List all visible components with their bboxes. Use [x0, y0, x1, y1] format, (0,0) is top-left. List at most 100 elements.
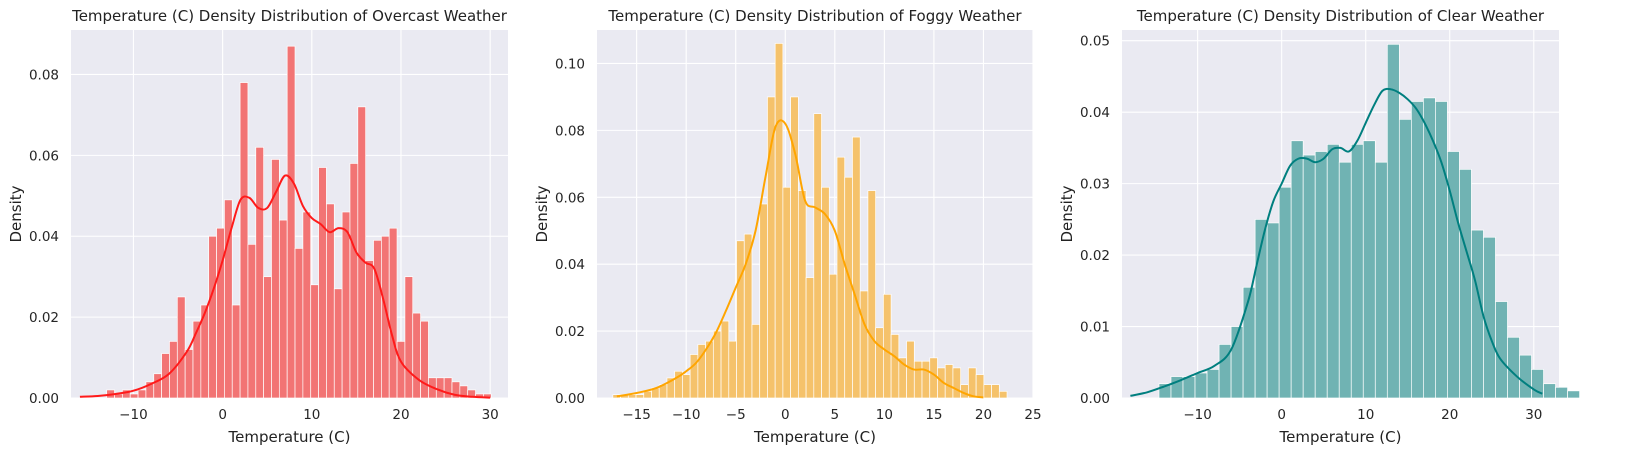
clear-histogram-bar: [1459, 168, 1472, 399]
foggy-histogram-bar: [913, 360, 923, 399]
overcast-histogram-bar: [412, 312, 421, 399]
clear-histogram-bar: [1326, 143, 1340, 399]
foggy-density-chart: −15 −10 −5 0 5 10 15 20 25 0.00 0.02 0.04 0.06 0.08 0.…: [533, 7, 1042, 446]
clear-y-tick-label: 0.03: [1080, 177, 1110, 193]
overcast-histogram-bar: [341, 211, 351, 399]
overcast-histogram-bar: [239, 82, 249, 399]
overcast-x-axis-label: Temperature (C): [228, 428, 351, 446]
foggy-x-tick-label: 0: [781, 407, 790, 423]
foggy-histogram-bar: [952, 367, 962, 399]
clear-y-tick-label: 0.00: [1080, 391, 1110, 407]
overcast-x-tick-label: −10: [119, 407, 148, 423]
overcast-histogram-bar: [302, 211, 312, 399]
clear-chart-title: Temperature (C) Density Distribution of …: [1136, 7, 1545, 25]
foggy-histogram-bar: [875, 327, 884, 399]
clear-x-tick-label: 10: [1357, 407, 1374, 423]
foggy-histogram-bar: [929, 357, 938, 399]
clear-x-tick-label: −10: [1183, 407, 1212, 423]
overcast-histogram-bar: [208, 235, 217, 399]
clear-histogram-bar: [1374, 161, 1388, 399]
overcast-x-tick-label: 0: [218, 407, 227, 423]
clear-histogram-bar: [1386, 43, 1400, 399]
overcast-histogram-bar: [396, 341, 406, 399]
clear-kde-line: [1130, 87, 1543, 397]
overcast-histogram-bar: [247, 243, 257, 399]
foggy-y-tick-label: 0.00: [555, 391, 585, 407]
foggy-x-tick-label: −5: [726, 407, 746, 423]
clear-x-tick-label: 30: [1525, 407, 1542, 423]
foggy-histogram-bar: [720, 320, 730, 399]
overcast-histogram-bar: [404, 276, 414, 399]
overcast-y-tick-label: 0.04: [29, 229, 59, 245]
foggy-histogram-bar: [751, 324, 761, 399]
foggy-histogram-bar: [635, 394, 645, 399]
overcast-x-tick-label: 30: [482, 407, 499, 423]
clear-histogram-bar: [1278, 186, 1292, 399]
clear-histogram-bar: [1435, 101, 1448, 399]
overcast-histogram-bar: [333, 288, 343, 399]
clear-histogram-bar: [1471, 229, 1484, 399]
overcast-histogram-bar: [435, 377, 445, 399]
foggy-x-tick-label: 20: [975, 407, 992, 423]
foggy-histogram-bar: [867, 190, 876, 399]
overcast-histogram-bar: [129, 393, 139, 399]
foggy-histogram-bar: [944, 364, 954, 399]
foggy-histogram-bar: [682, 374, 691, 399]
foggy-histogram-bar: [736, 240, 745, 399]
clear-histogram-bar: [1362, 140, 1376, 399]
foggy-x-tick-label: −10: [672, 407, 701, 423]
clear-y-tick-label: 0.04: [1080, 105, 1110, 121]
foggy-histogram-bar: [859, 290, 869, 399]
foggy-histogram-bar: [743, 233, 753, 399]
foggy-histogram-bar: [998, 390, 1008, 399]
overcast-histogram-bar: [310, 284, 319, 399]
foggy-x-tick-label: 10: [876, 407, 893, 423]
overcast-histogram-bar: [420, 320, 429, 399]
foggy-kde-line: [616, 119, 984, 399]
overcast-y-tick-label: 0.08: [29, 67, 59, 83]
overcast-x-tick-label: 10: [303, 407, 320, 423]
foggy-histogram-bar: [712, 330, 722, 399]
overcast-histogram-bar: [294, 248, 304, 399]
overcast-histogram-bar: [231, 304, 241, 399]
clear-x-axis-label: Temperature (C): [1279, 428, 1402, 446]
foggy-x-tick-label: 15: [925, 407, 942, 423]
foggy-histogram-bar: [852, 136, 861, 399]
foggy-histogram-bar: [883, 293, 892, 399]
clear-histogram-bar: [1206, 369, 1220, 399]
foggy-histogram-bar: [991, 384, 1000, 399]
foggy-histogram-bar: [975, 374, 985, 399]
overcast-histogram-bar: [184, 349, 194, 399]
foggy-chart-title: Temperature (C) Density Distribution of …: [607, 7, 1022, 25]
foggy-y-axis-label: Density: [533, 185, 551, 242]
overcast-histogram-bar: [349, 163, 359, 399]
clear-histogram-bar: [1495, 301, 1508, 399]
clear-histogram-bar: [1519, 354, 1532, 399]
foggy-histogram-bar: [921, 360, 931, 399]
foggy-histogram-bar: [828, 273, 838, 399]
overcast-y-axis-label: Density: [7, 185, 25, 242]
overcast-histogram-bar: [388, 227, 398, 399]
clear-histogram-bar: [1555, 386, 1568, 399]
overcast-histogram-bar: [153, 373, 162, 399]
clear-x-tick-label: 0: [1277, 407, 1286, 423]
clear-y-axis-label: Density: [1058, 185, 1076, 242]
overcast-histogram-bar: [137, 389, 147, 399]
clear-histogram-bar: [1543, 383, 1556, 399]
overcast-histogram-bar: [318, 167, 327, 399]
clear-histogram-bar: [1242, 286, 1256, 399]
overcast-histogram-bar: [278, 219, 288, 399]
overcast-histogram-bar: [286, 45, 296, 399]
overcast-histogram-bar: [224, 199, 233, 399]
foggy-x-axis-label: Temperature (C): [753, 428, 876, 446]
clear-x-tick-label: 20: [1441, 407, 1458, 423]
overcast-histogram-bar: [263, 276, 272, 399]
foggy-y-tick-label: 0.08: [555, 123, 585, 139]
overcast-y-tick-label: 0.06: [29, 148, 59, 164]
clear-histogram-bar: [1350, 143, 1364, 399]
overcast-histogram-bar: [216, 227, 225, 399]
foggy-y-tick-label: 0.10: [555, 56, 585, 72]
foggy-y-tick-label: 0.06: [555, 190, 585, 206]
clear-histogram-bar: [1410, 101, 1424, 399]
